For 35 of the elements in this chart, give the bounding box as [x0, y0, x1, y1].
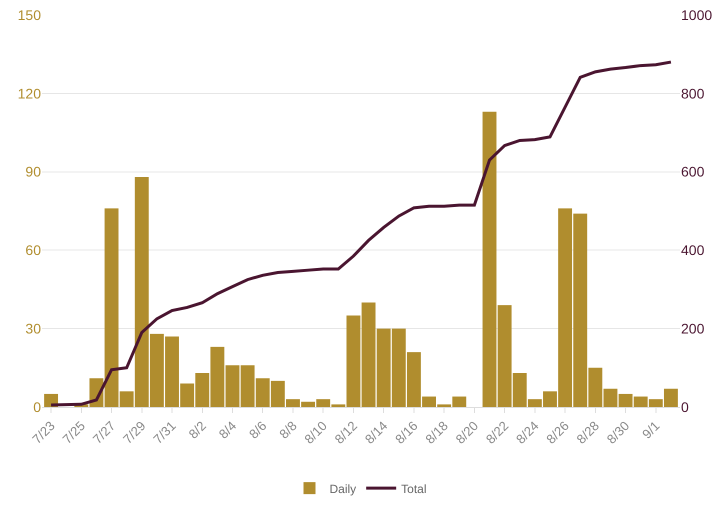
x-tick-label: 8/24: [513, 418, 542, 447]
x-tick-label: 9/1: [639, 418, 663, 442]
y2-tick-label: 200: [681, 320, 705, 336]
x-tick-label: 8/12: [332, 418, 360, 447]
y-tick-label: 0: [33, 398, 42, 415]
x-tick-label: 8/4: [216, 418, 240, 442]
y2-tick-label: 0: [681, 398, 689, 415]
y2-tick-label: 800: [681, 85, 705, 102]
y-tick-label: 150: [18, 6, 42, 23]
x-tick-label: 8/10: [301, 418, 330, 447]
x-tick-label: 7/31: [150, 418, 179, 447]
y2-tick-label: 600: [681, 164, 705, 180]
x-tick-label: 8/28: [574, 418, 602, 447]
x-tick-label: 8/30: [604, 418, 632, 447]
x-tick-label: 7/25: [60, 418, 88, 447]
y-tick-label: 90: [25, 164, 42, 180]
x-tick-label: 8/6: [246, 418, 270, 442]
x-tick-label: 8/8: [276, 418, 300, 442]
line-series: [50, 60, 672, 407]
x-tick-label: 8/18: [422, 418, 451, 447]
x-tick-label: 7/23: [29, 418, 58, 447]
x-tick-label: 8/16: [392, 418, 421, 447]
y-tick-label: 30: [25, 320, 42, 336]
legend-label: Daily: [330, 482, 356, 496]
y2-tick-label: 400: [681, 242, 705, 258]
y2-tick-label: 1000: [681, 6, 712, 23]
x-tick-label: 8/14: [362, 418, 390, 447]
x-tick-label: 8/26: [543, 418, 572, 447]
x-tick-label: 8/22: [482, 418, 512, 447]
legend-label: Total: [401, 482, 427, 496]
x-tick-label: 7/29: [120, 418, 148, 447]
x-tick-label: 8/20: [452, 418, 482, 447]
x-tick-label: 8/2: [186, 418, 209, 442]
y-tick-label: 120: [18, 85, 42, 102]
y-tick-label: 60: [25, 242, 42, 258]
